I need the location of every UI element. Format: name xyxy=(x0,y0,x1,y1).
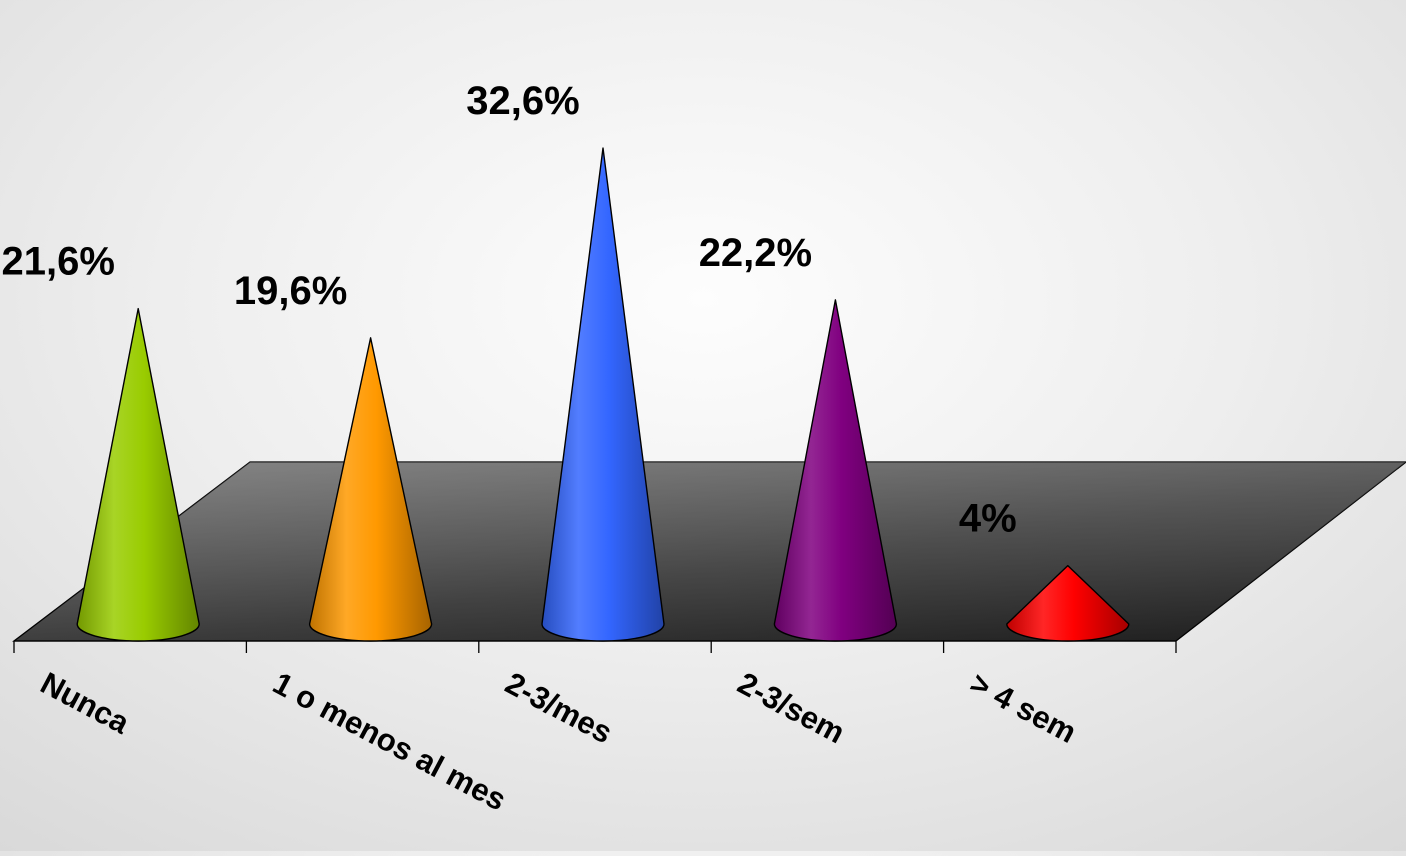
data-label-3: 22,2% xyxy=(699,231,812,275)
category-label-4: > 4 sem xyxy=(965,665,1083,750)
data-labels: 21,6% 19,6% 32,6% 22,2% 4% xyxy=(1,79,1016,541)
data-label-1: 19,6% xyxy=(234,269,347,313)
cone-0 xyxy=(76,307,200,642)
cone-1 xyxy=(308,337,433,642)
cone-body xyxy=(1006,564,1130,642)
category-label-3: 2-3/sem xyxy=(732,665,850,750)
cone-4 xyxy=(1006,564,1130,642)
floor-sheen xyxy=(14,462,1406,641)
chart-floor xyxy=(12,461,1406,642)
cone-body xyxy=(308,337,433,642)
category-label-0: Nunca xyxy=(35,665,136,741)
cone-3 xyxy=(773,299,898,642)
data-label-2: 32,6% xyxy=(466,79,579,123)
data-label-0: 21,6% xyxy=(1,240,114,284)
cone-series xyxy=(76,147,1130,642)
cone-body xyxy=(541,147,665,642)
cone-2 xyxy=(541,147,665,642)
cone-body xyxy=(76,307,200,642)
cone-body xyxy=(773,299,898,642)
data-label-4: 4% xyxy=(959,497,1017,541)
category-label-2: 2-3/mes xyxy=(500,665,618,750)
category-axis xyxy=(13,640,1177,653)
category-label-1: 1 o menos al mes xyxy=(267,665,512,817)
